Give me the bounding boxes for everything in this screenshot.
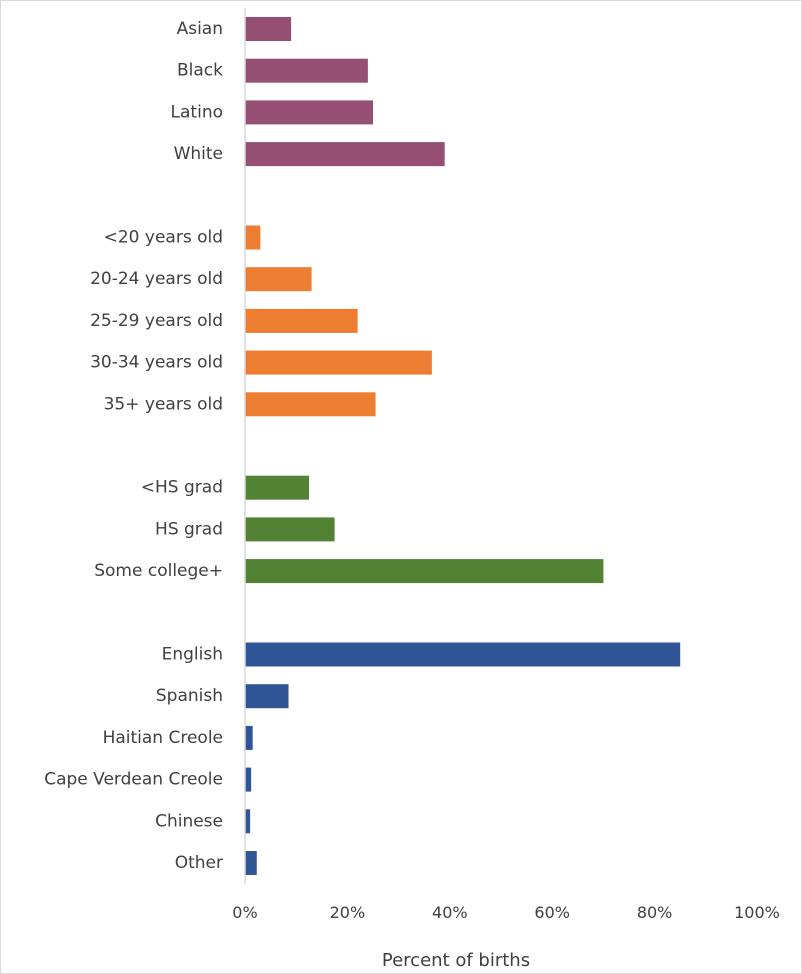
x-tick-label: 20% xyxy=(330,903,366,922)
x-tick-label: 40% xyxy=(432,903,468,922)
category-label-black: Black xyxy=(177,61,223,81)
bar-cape-verdean-creole xyxy=(245,767,252,792)
bar-english xyxy=(245,642,681,667)
category-label-english: English xyxy=(162,645,223,665)
category-label-35-years-old: 35+ years old xyxy=(104,394,223,414)
category-label-25-29-years-old: 25-29 years old xyxy=(90,311,223,331)
category-label-30-34-years-old: 30-34 years old xyxy=(90,353,223,373)
x-axis-title: Percent of births xyxy=(382,950,530,971)
bar-asian xyxy=(245,17,292,41)
category-label-spanish: Spanish xyxy=(156,686,223,706)
bar-other xyxy=(245,851,257,875)
x-tick-labels: 0% 20% 40% 60% 80% 100% xyxy=(232,903,780,922)
category-label-white: White xyxy=(174,144,223,164)
bar-black xyxy=(245,58,368,83)
category-label-latino: Latino xyxy=(171,102,223,122)
category-label-hs-grad: HS grad xyxy=(155,519,223,539)
bars-layer xyxy=(245,17,681,875)
bar-25-29-years-old xyxy=(245,308,358,333)
x-tick-label: 80% xyxy=(637,903,673,922)
bar-hs-grad xyxy=(245,517,335,542)
category-label-other: Other xyxy=(175,853,223,873)
bar-30-34-years-old xyxy=(245,350,432,375)
category-label-asian: Asian xyxy=(177,19,223,39)
category-label-haitian-creole: Haitian Creole xyxy=(103,728,223,748)
category-label-20-years-old: <20 years old xyxy=(104,228,223,248)
bar-some-college xyxy=(245,559,604,584)
bar-hs-grad xyxy=(245,475,309,500)
bar-latino xyxy=(245,100,373,125)
x-tick-label: 0% xyxy=(232,903,257,922)
category-label-chinese: Chinese xyxy=(155,811,223,831)
bar-35-years-old xyxy=(245,392,376,417)
bar-chinese xyxy=(245,809,251,834)
bar-white xyxy=(245,142,445,167)
category-label-some-college: Some college+ xyxy=(94,561,223,581)
bar-haitian-creole xyxy=(245,725,253,750)
bar-20-years-old xyxy=(245,225,261,250)
bar-spanish xyxy=(245,684,289,709)
category-label-20-24-years-old: 20-24 years old xyxy=(90,269,223,289)
category-label-hs-grad: <HS grad xyxy=(141,478,223,498)
category-labels: Asian Black Latino White <20 years old 20-24 … xyxy=(44,19,223,873)
category-label-cape-verdean-creole: Cape Verdean Creole xyxy=(44,770,223,790)
x-tick-label: 100% xyxy=(734,903,780,922)
bar-20-24-years-old xyxy=(245,267,312,292)
x-tick-label: 60% xyxy=(534,903,570,922)
